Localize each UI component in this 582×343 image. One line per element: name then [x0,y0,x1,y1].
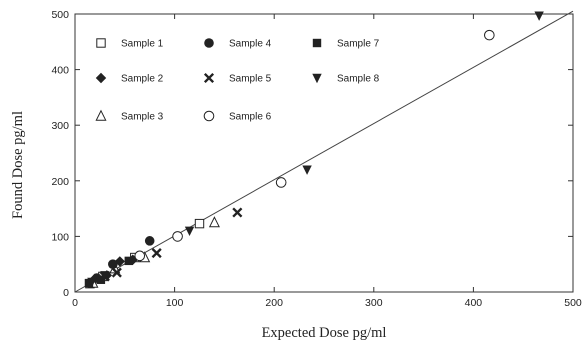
y-tick-label: 500 [51,9,69,21]
legend-marker [203,110,215,122]
x-tick-label: 200 [265,297,283,309]
legend-marker [203,72,215,84]
data-point-square-open [194,218,205,229]
y-tick-label: 300 [51,120,69,132]
y-tick-label: 400 [51,65,69,77]
plot-frame [74,13,574,293]
data-point-triangle-down-filled [302,165,312,175]
data-point-x [232,207,243,218]
legend-marker [312,38,322,48]
data-point-circle-open [275,177,287,188]
data-point-circle-open [172,231,183,242]
data-point-triangle-down-filled [534,11,544,21]
legend-label: Sample 3 [121,112,164,123]
legend: Sample 1 Sample 2 Sample 3 Sample 4 Sample 5… [95,38,380,123]
data-point-circle-open [484,29,495,41]
axes: 0 100 200 300 400 500 0 100 200 300 400 500 [51,9,581,309]
data-point-square-filled [124,256,133,266]
data-point-circle-filled [108,259,118,270]
y-tick-label: 200 [51,176,69,188]
fit-line-group [74,10,574,293]
data-point-triangle-down-filled [184,226,195,237]
data-point-triangle-down-filled [100,271,110,281]
legend-marker [312,73,322,84]
legend-label: Sample 1 [121,39,164,50]
y-axis-title: Found Dose pg/ml [10,111,26,219]
data-point-circle-filled [144,236,155,246]
legend-marker [95,109,107,121]
data-points [84,11,544,289]
data-point-x [151,248,162,259]
x-tick-label: 400 [465,297,483,309]
legend-label: Sample 6 [229,112,272,123]
data-point-square-filled [84,278,94,288]
data-point-square-filled [96,275,106,284]
data-point-triangle-up-open [208,216,220,228]
x-tick-label: 500 [564,297,582,309]
data-point-circle-open [134,250,146,262]
x-tick-label: 100 [166,297,184,309]
y-tick-label: 100 [51,231,69,243]
legend-label: Sample 2 [121,74,164,85]
legend-label: Sample 7 [337,39,380,50]
data-point-triangle-down-filled [87,277,97,288]
legend-marker [204,38,214,48]
legend-label: Sample 4 [229,39,272,50]
data-point-x [111,267,122,278]
legend-marker [95,72,107,84]
fit-line [74,10,574,293]
legend-label: Sample 8 [337,74,380,85]
legend-label: Sample 5 [229,74,272,85]
legend-marker [96,38,106,48]
x-axis-title: Expected Dose pg/ml [262,325,387,341]
y-tick-label: 0 [63,287,69,299]
x-tick-label: 300 [365,297,383,309]
x-tick-label: 0 [72,297,78,309]
